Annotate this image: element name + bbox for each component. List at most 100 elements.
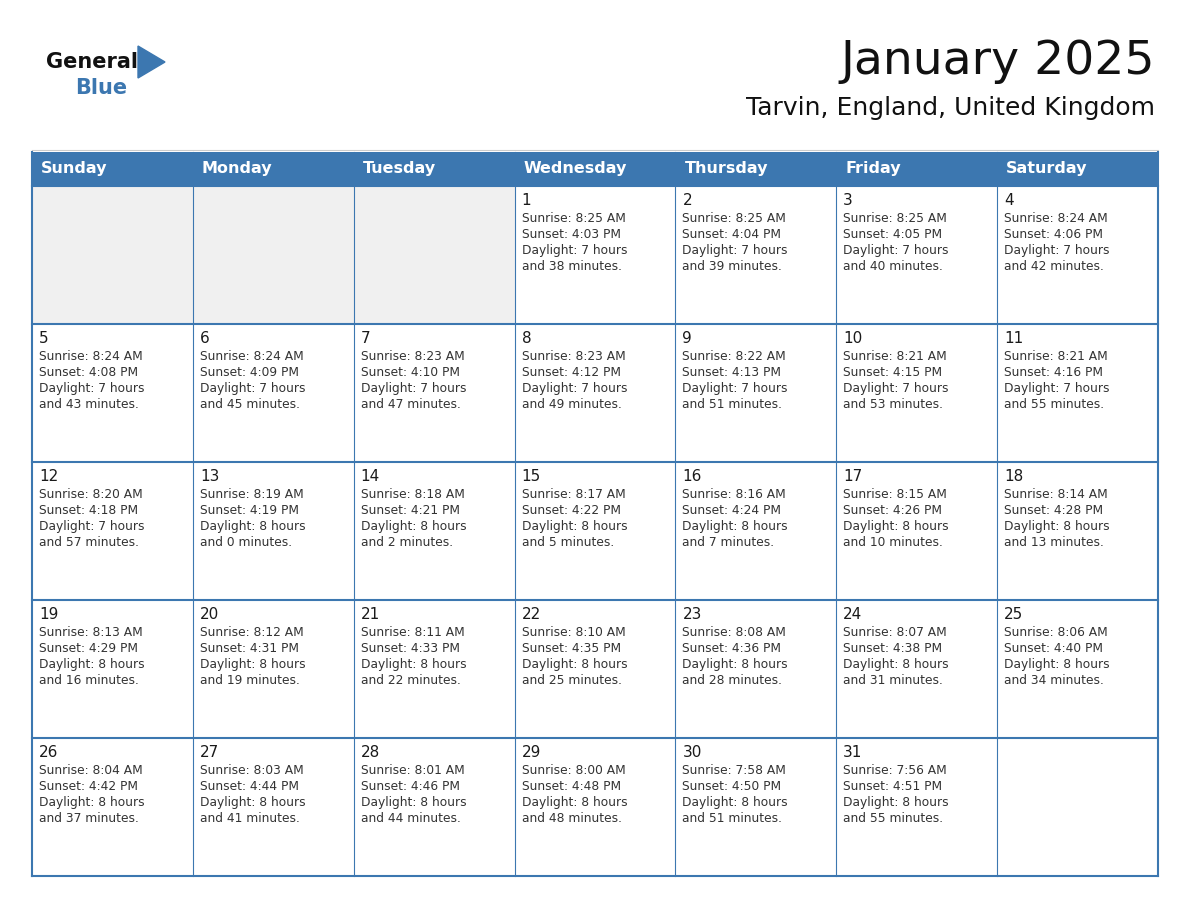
Text: Sunrise: 8:17 AM: Sunrise: 8:17 AM — [522, 488, 625, 501]
Text: Daylight: 7 hours: Daylight: 7 hours — [843, 382, 949, 395]
Text: and 53 minutes.: and 53 minutes. — [843, 398, 943, 411]
Text: 4: 4 — [1004, 193, 1013, 208]
Text: 11: 11 — [1004, 331, 1023, 346]
Text: and 55 minutes.: and 55 minutes. — [1004, 398, 1105, 411]
Text: Sunrise: 7:56 AM: Sunrise: 7:56 AM — [843, 764, 947, 777]
Text: Daylight: 7 hours: Daylight: 7 hours — [39, 520, 145, 533]
Text: Sunrise: 8:16 AM: Sunrise: 8:16 AM — [682, 488, 786, 501]
Text: and 45 minutes.: and 45 minutes. — [200, 398, 299, 411]
Text: and 41 minutes.: and 41 minutes. — [200, 812, 299, 825]
Text: and 5 minutes.: and 5 minutes. — [522, 536, 614, 549]
Text: Sunset: 4:36 PM: Sunset: 4:36 PM — [682, 642, 782, 655]
Text: 20: 20 — [200, 607, 219, 622]
Text: Saturday: Saturday — [1006, 162, 1088, 176]
Text: Sunset: 4:40 PM: Sunset: 4:40 PM — [1004, 642, 1104, 655]
Text: and 55 minutes.: and 55 minutes. — [843, 812, 943, 825]
Text: Sunday: Sunday — [42, 162, 107, 176]
Text: and 7 minutes.: and 7 minutes. — [682, 536, 775, 549]
Text: 15: 15 — [522, 469, 541, 484]
Text: Sunset: 4:16 PM: Sunset: 4:16 PM — [1004, 366, 1104, 379]
Text: and 13 minutes.: and 13 minutes. — [1004, 536, 1104, 549]
Text: Sunrise: 8:21 AM: Sunrise: 8:21 AM — [843, 350, 947, 363]
Text: Sunrise: 8:15 AM: Sunrise: 8:15 AM — [843, 488, 947, 501]
Text: Sunset: 4:22 PM: Sunset: 4:22 PM — [522, 504, 620, 517]
Text: and 28 minutes.: and 28 minutes. — [682, 674, 783, 687]
Text: 29: 29 — [522, 745, 541, 760]
Bar — [32, 738, 1158, 876]
Text: Daylight: 8 hours: Daylight: 8 hours — [682, 796, 788, 809]
Text: Daylight: 8 hours: Daylight: 8 hours — [843, 658, 949, 671]
Text: and 51 minutes.: and 51 minutes. — [682, 398, 783, 411]
Text: and 0 minutes.: and 0 minutes. — [200, 536, 292, 549]
Text: Sunset: 4:12 PM: Sunset: 4:12 PM — [522, 366, 620, 379]
Text: Sunset: 4:31 PM: Sunset: 4:31 PM — [200, 642, 299, 655]
Text: Daylight: 8 hours: Daylight: 8 hours — [843, 796, 949, 809]
Text: Sunset: 4:29 PM: Sunset: 4:29 PM — [39, 642, 138, 655]
Text: Sunrise: 8:00 AM: Sunrise: 8:00 AM — [522, 764, 625, 777]
Text: 28: 28 — [361, 745, 380, 760]
Text: 7: 7 — [361, 331, 371, 346]
Text: Sunset: 4:15 PM: Sunset: 4:15 PM — [843, 366, 942, 379]
Text: and 49 minutes.: and 49 minutes. — [522, 398, 621, 411]
Text: Daylight: 7 hours: Daylight: 7 hours — [843, 244, 949, 257]
Text: and 37 minutes.: and 37 minutes. — [39, 812, 139, 825]
Text: Daylight: 8 hours: Daylight: 8 hours — [361, 520, 467, 533]
Text: and 44 minutes.: and 44 minutes. — [361, 812, 461, 825]
Text: 13: 13 — [200, 469, 220, 484]
Text: and 40 minutes.: and 40 minutes. — [843, 260, 943, 273]
Text: Tarvin, England, United Kingdom: Tarvin, England, United Kingdom — [746, 96, 1155, 120]
Text: and 10 minutes.: and 10 minutes. — [843, 536, 943, 549]
Text: Sunrise: 8:25 AM: Sunrise: 8:25 AM — [843, 212, 947, 225]
Text: Sunrise: 8:07 AM: Sunrise: 8:07 AM — [843, 626, 947, 639]
Text: 14: 14 — [361, 469, 380, 484]
Text: January 2025: January 2025 — [840, 39, 1155, 84]
Text: 3: 3 — [843, 193, 853, 208]
Text: Daylight: 8 hours: Daylight: 8 hours — [200, 796, 305, 809]
Text: Thursday: Thursday — [684, 162, 767, 176]
Text: Daylight: 7 hours: Daylight: 7 hours — [522, 382, 627, 395]
Text: Daylight: 7 hours: Daylight: 7 hours — [200, 382, 305, 395]
Text: Sunrise: 8:24 AM: Sunrise: 8:24 AM — [200, 350, 304, 363]
Text: and 38 minutes.: and 38 minutes. — [522, 260, 621, 273]
Text: and 19 minutes.: and 19 minutes. — [200, 674, 299, 687]
Text: Sunrise: 8:21 AM: Sunrise: 8:21 AM — [1004, 350, 1108, 363]
Text: Daylight: 7 hours: Daylight: 7 hours — [682, 382, 788, 395]
Text: Daylight: 8 hours: Daylight: 8 hours — [682, 658, 788, 671]
Text: Daylight: 7 hours: Daylight: 7 hours — [1004, 244, 1110, 257]
Text: Sunset: 4:10 PM: Sunset: 4:10 PM — [361, 366, 460, 379]
Text: 16: 16 — [682, 469, 702, 484]
Text: 27: 27 — [200, 745, 219, 760]
Text: Daylight: 8 hours: Daylight: 8 hours — [522, 796, 627, 809]
Text: Sunset: 4:13 PM: Sunset: 4:13 PM — [682, 366, 782, 379]
Bar — [32, 324, 1158, 462]
Text: Sunrise: 8:08 AM: Sunrise: 8:08 AM — [682, 626, 786, 639]
Text: Sunset: 4:24 PM: Sunset: 4:24 PM — [682, 504, 782, 517]
Text: Daylight: 7 hours: Daylight: 7 hours — [1004, 382, 1110, 395]
Text: and 57 minutes.: and 57 minutes. — [39, 536, 139, 549]
Text: 8: 8 — [522, 331, 531, 346]
Text: Sunrise: 8:06 AM: Sunrise: 8:06 AM — [1004, 626, 1108, 639]
Text: 6: 6 — [200, 331, 209, 346]
Text: and 39 minutes.: and 39 minutes. — [682, 260, 783, 273]
Text: 30: 30 — [682, 745, 702, 760]
Text: Sunrise: 8:22 AM: Sunrise: 8:22 AM — [682, 350, 786, 363]
Text: 18: 18 — [1004, 469, 1023, 484]
Text: Daylight: 8 hours: Daylight: 8 hours — [361, 658, 467, 671]
Text: Sunrise: 8:23 AM: Sunrise: 8:23 AM — [522, 350, 625, 363]
Polygon shape — [138, 46, 165, 78]
Text: Wednesday: Wednesday — [524, 162, 627, 176]
Text: Daylight: 8 hours: Daylight: 8 hours — [361, 796, 467, 809]
Text: Sunset: 4:33 PM: Sunset: 4:33 PM — [361, 642, 460, 655]
Text: Sunset: 4:51 PM: Sunset: 4:51 PM — [843, 780, 942, 793]
Text: Daylight: 8 hours: Daylight: 8 hours — [522, 520, 627, 533]
Text: Sunset: 4:46 PM: Sunset: 4:46 PM — [361, 780, 460, 793]
Text: 24: 24 — [843, 607, 862, 622]
Text: 19: 19 — [39, 607, 58, 622]
Text: Daylight: 8 hours: Daylight: 8 hours — [39, 796, 145, 809]
Text: Sunset: 4:19 PM: Sunset: 4:19 PM — [200, 504, 299, 517]
Text: Sunset: 4:42 PM: Sunset: 4:42 PM — [39, 780, 138, 793]
Text: and 31 minutes.: and 31 minutes. — [843, 674, 943, 687]
Text: Sunset: 4:44 PM: Sunset: 4:44 PM — [200, 780, 299, 793]
Text: Sunset: 4:26 PM: Sunset: 4:26 PM — [843, 504, 942, 517]
Text: Sunrise: 8:19 AM: Sunrise: 8:19 AM — [200, 488, 304, 501]
